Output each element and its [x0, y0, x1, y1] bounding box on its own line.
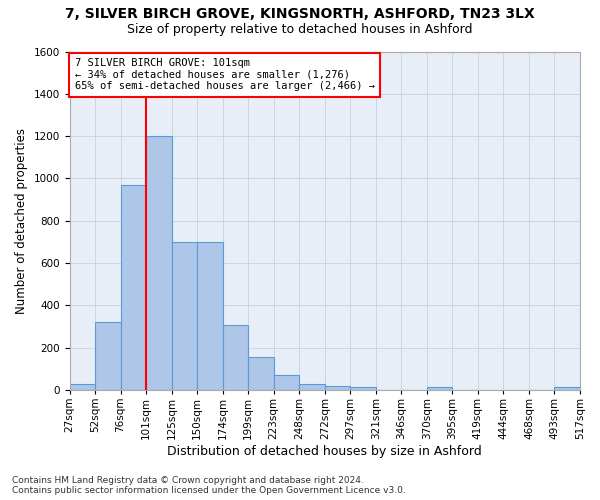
- Bar: [172, 242, 197, 390]
- Text: 7, SILVER BIRCH GROVE, KINGSNORTH, ASHFORD, TN23 3LX: 7, SILVER BIRCH GROVE, KINGSNORTH, ASHFO…: [65, 8, 535, 22]
- Text: Size of property relative to detached houses in Ashford: Size of property relative to detached ho…: [127, 22, 473, 36]
- Bar: [299, 384, 325, 390]
- Bar: [197, 242, 223, 390]
- Text: 7 SILVER BIRCH GROVE: 101sqm
← 34% of detached houses are smaller (1,276)
65% of: 7 SILVER BIRCH GROVE: 101sqm ← 34% of de…: [74, 58, 374, 92]
- Bar: [70, 384, 95, 390]
- Bar: [274, 375, 299, 390]
- X-axis label: Distribution of detached houses by size in Ashford: Distribution of detached houses by size …: [167, 444, 482, 458]
- Bar: [554, 386, 580, 390]
- Bar: [325, 386, 350, 390]
- Bar: [248, 357, 274, 390]
- Bar: [350, 386, 376, 390]
- Text: Contains HM Land Registry data © Crown copyright and database right 2024.
Contai: Contains HM Land Registry data © Crown c…: [12, 476, 406, 495]
- Bar: [95, 322, 121, 390]
- Bar: [146, 136, 172, 390]
- Bar: [427, 386, 452, 390]
- Y-axis label: Number of detached properties: Number of detached properties: [15, 128, 28, 314]
- Bar: [121, 184, 146, 390]
- Bar: [223, 326, 248, 390]
